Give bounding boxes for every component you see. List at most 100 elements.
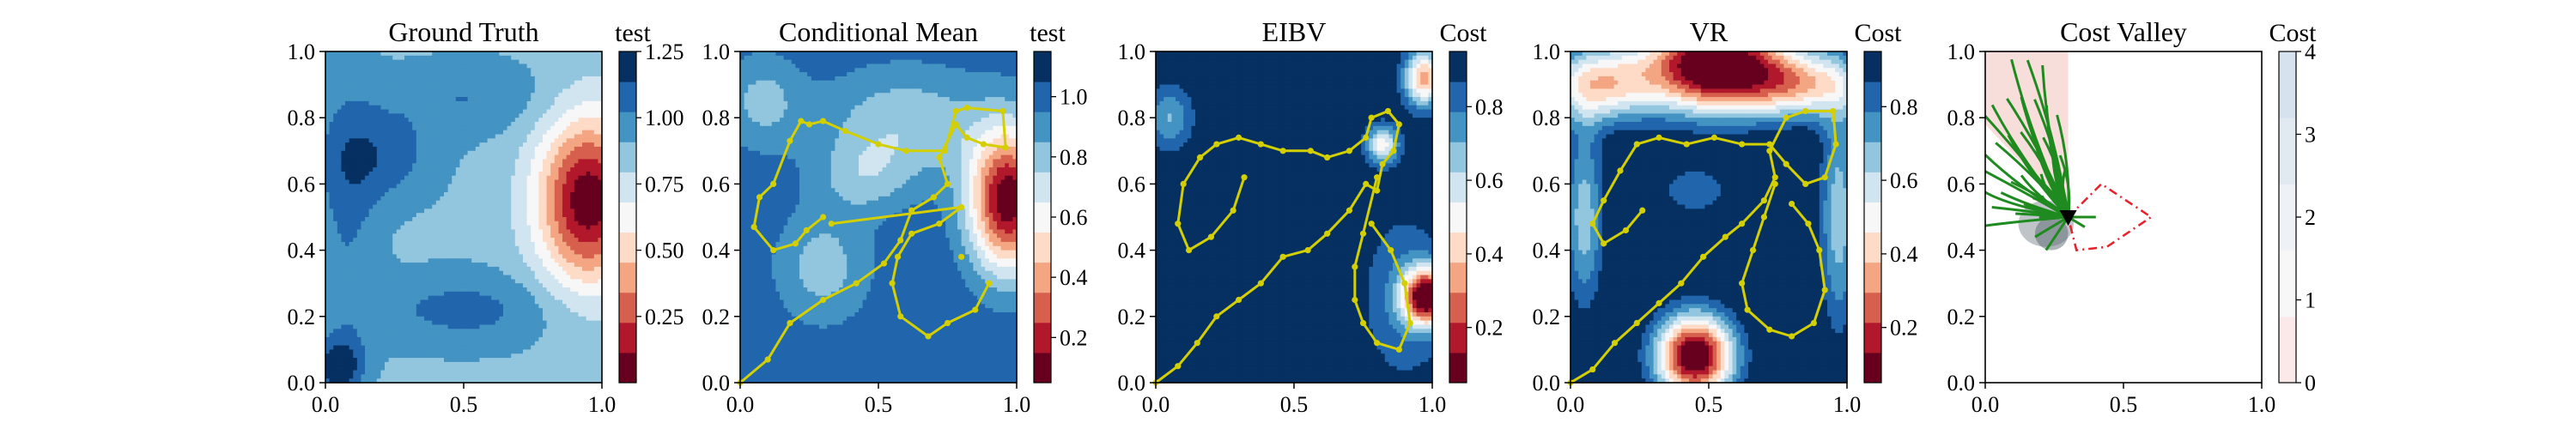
heatmap-cell	[345, 188, 350, 193]
heatmap-cell	[546, 167, 551, 172]
heatmap-cell	[388, 245, 393, 251]
heatmap-cell	[546, 146, 551, 152]
heatmap-cell	[361, 320, 366, 326]
heatmap-cell	[452, 134, 457, 139]
heatmap-cell	[325, 150, 331, 156]
heatmap-cell	[598, 263, 603, 268]
heatmap-cell	[574, 130, 579, 136]
heatmap-cell	[590, 93, 595, 98]
heatmap-cell	[582, 333, 587, 338]
heatmap-cell	[487, 88, 492, 94]
heatmap-cell	[345, 150, 350, 156]
heatmap-cell	[526, 196, 532, 202]
heatmap-cell	[380, 109, 386, 114]
heatmap-cell	[428, 287, 433, 293]
heatmap-cell	[333, 287, 338, 293]
heatmap-cell	[507, 287, 512, 293]
heatmap-cell	[356, 266, 361, 272]
heatmap-cell	[538, 100, 544, 106]
heatmap-cell	[388, 159, 393, 164]
heatmap-cell	[550, 204, 556, 209]
heatmap-cell	[365, 204, 370, 209]
heatmap-cell	[404, 51, 410, 57]
heatmap-cell	[452, 241, 457, 247]
heatmap-cell	[558, 213, 563, 218]
heatmap-cell	[503, 72, 508, 77]
heatmap-cell	[361, 88, 366, 94]
heatmap-cell	[526, 159, 532, 164]
heatmap-cell	[447, 63, 453, 69]
heatmap-cell	[452, 184, 457, 189]
heatmap-cell	[333, 179, 338, 184]
heatmap-cell	[514, 150, 519, 156]
heatmap-cell	[412, 204, 417, 209]
heatmap-cell	[475, 154, 480, 160]
heatmap-cell	[590, 341, 595, 347]
heatmap-cell	[538, 208, 544, 214]
heatmap-cell	[349, 217, 354, 222]
heatmap-cell	[574, 304, 579, 309]
heatmap-cell	[475, 51, 480, 57]
heatmap-cell	[353, 84, 358, 90]
heatmap-cell	[483, 134, 489, 139]
heatmap-cell	[416, 97, 421, 102]
heatmap-cell	[432, 275, 437, 280]
heatmap-cell	[495, 122, 500, 127]
heatmap-cell	[598, 299, 603, 305]
heatmap-cell	[598, 134, 603, 139]
heatmap-cell	[447, 308, 453, 313]
heatmap-cell	[385, 316, 390, 322]
heatmap-cell	[586, 238, 591, 243]
heatmap-cell	[447, 163, 453, 168]
heatmap-cell	[479, 204, 484, 209]
heatmap-cell	[598, 336, 603, 342]
heatmap-cell	[467, 254, 472, 259]
heatmap-cell	[499, 179, 504, 184]
heatmap-cell	[337, 320, 342, 326]
heatmap-cell	[578, 184, 583, 189]
heatmap-cell	[471, 63, 477, 69]
heatmap-cell	[368, 291, 374, 297]
heatmap-cell	[373, 118, 378, 123]
heatmap-cell	[467, 341, 472, 347]
heatmap-cell	[523, 295, 528, 301]
heatmap-cell	[570, 59, 575, 65]
heatmap-cell	[337, 154, 342, 160]
heatmap-cell	[483, 208, 489, 214]
heatmap-cell	[392, 118, 398, 123]
heatmap-cell	[543, 175, 548, 181]
heatmap-cell	[412, 163, 417, 168]
heatmap-cell	[526, 154, 532, 160]
heatmap-cell	[459, 130, 465, 136]
heatmap-cell	[483, 154, 489, 160]
heatmap-cell	[345, 311, 350, 317]
heatmap-cell	[503, 258, 508, 263]
heatmap-cell	[471, 97, 477, 102]
heatmap-cell	[455, 68, 460, 73]
heatmap-cell	[349, 341, 354, 347]
heatmap-cell	[424, 304, 429, 309]
heatmap-cell	[593, 324, 598, 329]
heatmap-cell	[523, 105, 528, 111]
heatmap-cell	[412, 245, 417, 251]
heatmap-cell	[368, 196, 374, 202]
heatmap-cell	[582, 336, 587, 342]
heatmap-cell	[396, 84, 401, 90]
heatmap-cell	[333, 291, 338, 297]
heatmap-cell	[428, 270, 433, 276]
heatmap-cell	[495, 118, 500, 123]
heatmap-cell	[341, 59, 346, 65]
heatmap-cell	[455, 213, 460, 218]
heatmap-cell	[424, 97, 429, 102]
heatmap-cell	[420, 258, 425, 263]
heatmap-cell	[365, 142, 370, 148]
heatmap-cell	[593, 295, 598, 301]
heatmap-cell	[356, 316, 361, 322]
heatmap-cell	[495, 76, 500, 82]
heatmap-cell	[356, 324, 361, 329]
heatmap-cell	[562, 93, 568, 98]
heatmap-cell	[368, 225, 374, 231]
heatmap-cell	[408, 254, 413, 259]
heatmap-cell	[455, 134, 460, 139]
heatmap-cell	[325, 55, 331, 61]
